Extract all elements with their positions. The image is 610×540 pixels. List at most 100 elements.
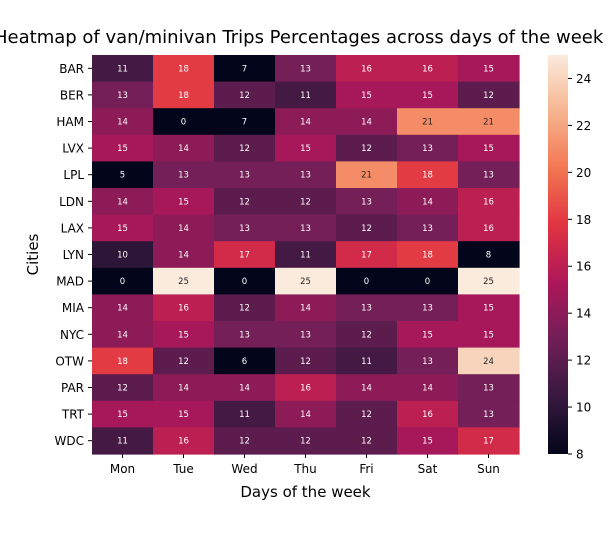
heatmap-cell <box>153 427 215 455</box>
cell-value-label: 15 <box>483 144 494 154</box>
cell-value-label: 18 <box>178 91 189 101</box>
y-tick-label: NYC <box>60 328 84 342</box>
cell-value-label: 13 <box>300 64 311 74</box>
cell-value-label: 13 <box>300 171 311 181</box>
cell-value-label: 14 <box>300 410 311 420</box>
heatmap-cell <box>153 321 215 349</box>
heatmap-cell <box>458 55 520 83</box>
cell-value-label: 17 <box>361 251 372 261</box>
cell-value-label: 15 <box>117 224 128 234</box>
cell-value-label: 12 <box>178 357 189 367</box>
cell-value-label: 16 <box>422 410 433 420</box>
cell-value-label: 6 <box>242 357 247 367</box>
colorbar-tick-label: 16 <box>576 260 591 274</box>
cell-value-label: 12 <box>483 91 494 101</box>
heatmap-cell <box>397 321 459 349</box>
y-tick-label: LPL <box>63 168 84 182</box>
cell-value-label: 14 <box>117 197 128 207</box>
cell-value-label: 13 <box>422 144 433 154</box>
heatmap-cell <box>275 321 337 349</box>
colorbar-tick-label: 12 <box>576 354 591 368</box>
heatmap-cell <box>92 427 154 455</box>
heatmap-cell <box>397 55 459 83</box>
heatmap-cell <box>275 347 337 375</box>
cell-value-label: 12 <box>361 410 372 420</box>
heatmap-cell <box>275 55 337 83</box>
heatmap-cell <box>336 161 398 189</box>
cell-value-label: 12 <box>239 304 250 314</box>
heatmap-cell <box>153 347 215 375</box>
heatmap-cell <box>336 134 398 162</box>
heatmap-cell <box>458 347 520 375</box>
cell-value-label: 8 <box>486 251 491 261</box>
x-tick-label: Sun <box>477 462 500 476</box>
cell-value-label: 15 <box>422 91 433 101</box>
cell-value-label: 11 <box>239 410 250 420</box>
cell-value-label: 12 <box>239 144 250 154</box>
y-tick-label: OTW <box>55 354 84 368</box>
cell-value-label: 13 <box>483 384 494 394</box>
y-tick-label: LAX <box>61 221 84 235</box>
heatmap-cell <box>458 294 520 322</box>
heatmap-cell <box>397 374 459 402</box>
cell-value-label: 0 <box>242 277 247 287</box>
cell-value-label: 15 <box>483 64 494 74</box>
x-tick-label: Sat <box>418 462 438 476</box>
heatmap-cell <box>458 374 520 402</box>
cell-value-label: 7 <box>242 118 247 128</box>
cell-value-label: 14 <box>300 304 311 314</box>
heatmap-cell <box>214 321 276 349</box>
heatmap-cell <box>397 214 459 242</box>
x-tick-label: Tue <box>172 462 194 476</box>
cell-value-label: 0 <box>425 277 430 287</box>
cell-value-label: 0 <box>364 277 369 287</box>
heatmap-cell <box>336 347 398 375</box>
colorbar-tick-label: 24 <box>576 72 591 86</box>
heatmap-cell <box>153 374 215 402</box>
heatmap-cell <box>275 81 337 109</box>
heatmap-cell <box>275 294 337 322</box>
heatmap-cell <box>214 214 276 242</box>
heatmap-cell <box>336 81 398 109</box>
heatmap-cell <box>336 188 398 216</box>
heatmap-cell <box>153 241 215 269</box>
heatmap-cell <box>153 294 215 322</box>
cell-value-label: 10 <box>117 251 128 261</box>
heatmap-cell <box>458 241 520 269</box>
heatmap-cell <box>153 108 215 136</box>
colorbar-tick-label: 20 <box>576 166 591 180</box>
heatmap-cell <box>92 214 154 242</box>
colorbar-tick-label: 14 <box>576 307 591 321</box>
heatmap-cell <box>92 161 154 189</box>
heatmap-cell <box>92 321 154 349</box>
cell-value-label: 17 <box>483 437 494 447</box>
cell-value-label: 15 <box>178 197 189 207</box>
cell-value-label: 7 <box>242 64 247 74</box>
colorbar-tick-label: 22 <box>576 119 591 133</box>
cell-value-label: 11 <box>361 357 372 367</box>
heatmap-cell <box>214 294 276 322</box>
heatmap-cell <box>92 81 154 109</box>
cell-value-label: 14 <box>422 197 433 207</box>
cell-value-label: 14 <box>300 118 311 128</box>
heatmap-cell <box>397 161 459 189</box>
heatmap-cell <box>336 321 398 349</box>
heatmap-cell <box>336 427 398 455</box>
heatmap-cell <box>92 294 154 322</box>
cell-value-label: 13 <box>483 410 494 420</box>
cell-value-label: 14 <box>178 144 189 154</box>
heatmap-cell <box>275 267 337 295</box>
x-tick-label: Fri <box>359 462 373 476</box>
heatmap-cell <box>397 347 459 375</box>
y-axis-label: Cities <box>24 233 42 275</box>
cell-value-label: 21 <box>422 118 433 128</box>
cell-value-label: 13 <box>300 330 311 340</box>
heatmap-cell <box>397 134 459 162</box>
heatmap-cell <box>458 321 520 349</box>
cell-value-label: 12 <box>300 437 311 447</box>
heatmap-cell <box>214 374 276 402</box>
heatmap-cell <box>153 81 215 109</box>
cell-value-label: 18 <box>422 171 433 181</box>
y-tick-label: PAR <box>61 381 84 395</box>
cell-value-label: 12 <box>117 384 128 394</box>
